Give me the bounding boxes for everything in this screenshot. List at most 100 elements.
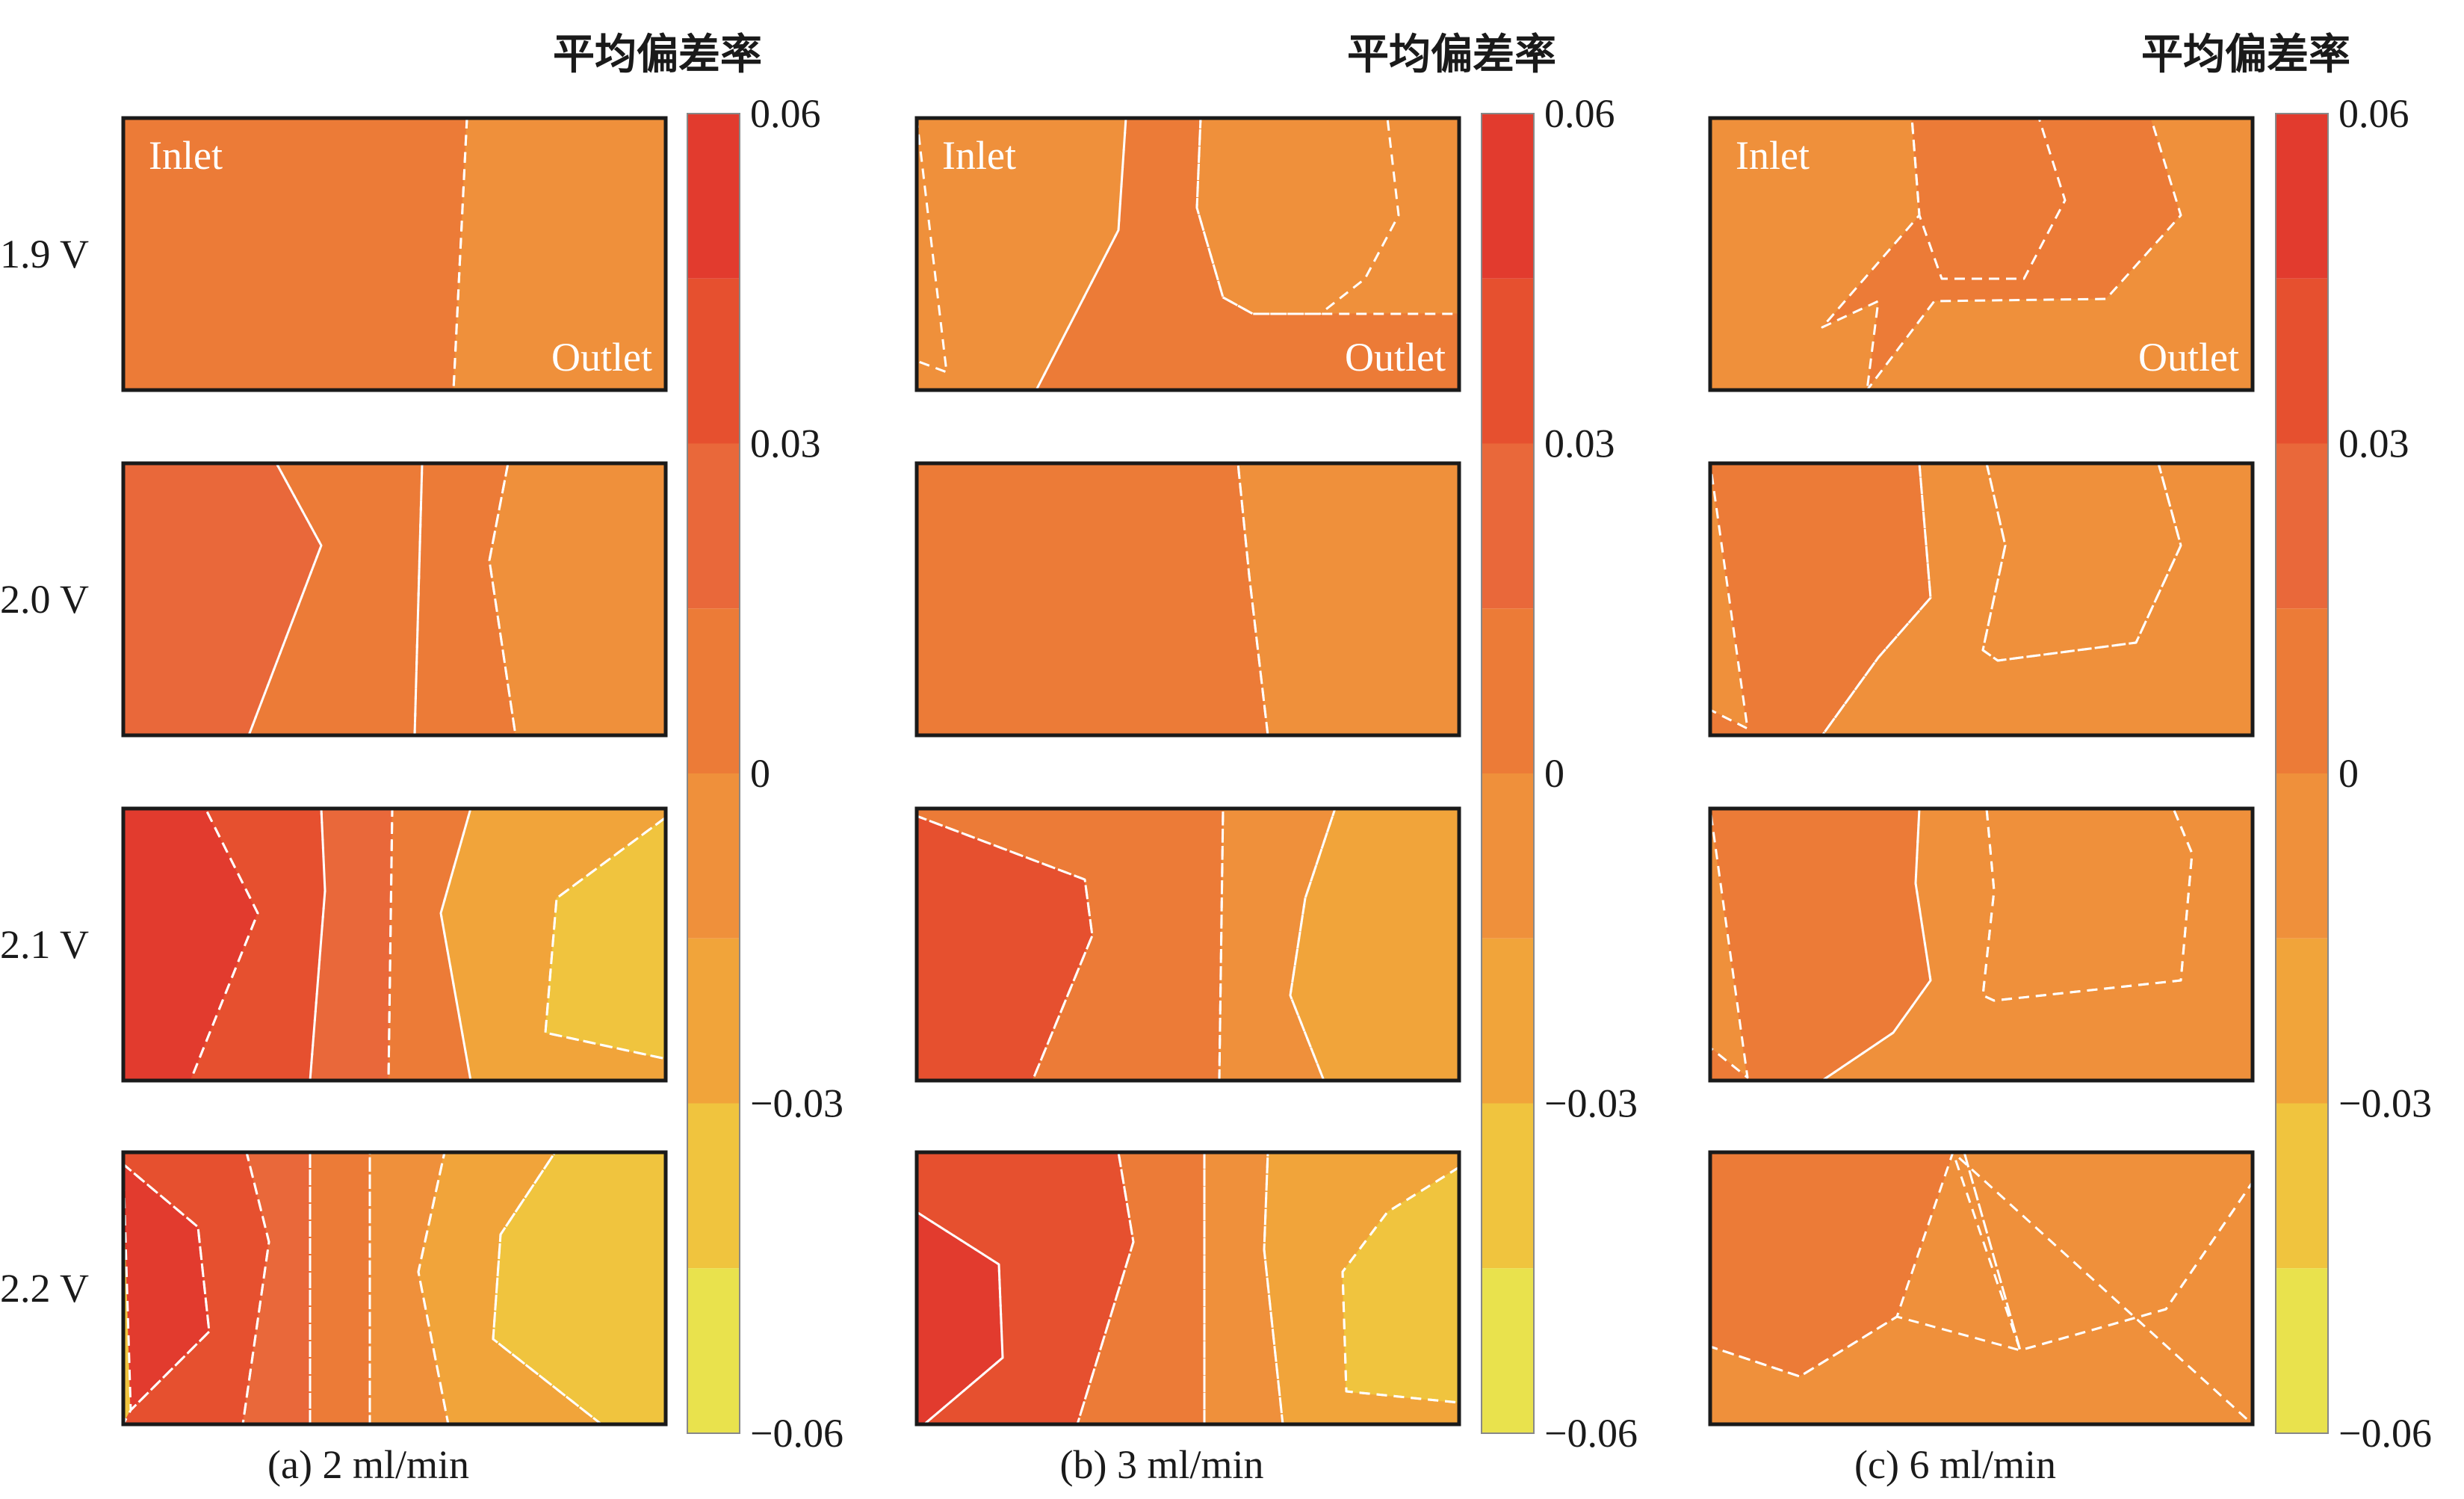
panel-3mlmin-22 [914,1150,1461,1427]
colorbar-level [2276,278,2328,444]
colorbar-tick-label: 0.03 [1544,421,1615,466]
colorbar-frame [1481,113,1535,1434]
contour-boundary [1981,809,2194,1002]
colorbar-level [1482,1268,1534,1433]
panel-field [123,118,666,390]
colorbar-level [2276,773,2328,939]
row-labels: 1.9 V 2.0 V 2.1 V 2.2 V [0,232,89,1311]
captions: (a) 2 ml/min (b) 3 ml/min (c) 6 ml/min [267,1442,2056,1487]
colorbar-level [1482,443,1534,609]
colorbar-1: 0.06 0.03 0 −0.03 −0.06 平均偏差率 [553,31,843,1456]
inlet-label: Inlet [149,133,223,178]
colorbar-level [687,443,740,609]
panel-field [123,809,666,1081]
panel-field [917,463,1459,735]
row-label: 2.2 V [0,1266,89,1311]
panel-2mlmin-19: Inlet Outlet [121,116,668,392]
contour-zone [1952,1152,2253,1351]
colorbar-tick-label: 0 [750,751,770,796]
panel-3mlmin-19: Inlet Outlet [914,116,1461,392]
panel-frame [1708,116,2255,392]
contour-boundary [1981,463,2182,662]
panel-caption: (b) 3 ml/min [1060,1442,1264,1487]
panel-6mlmin-22 [1708,1150,2255,1427]
colorbar-level [1482,938,1534,1104]
contour-boundary [1236,463,1459,735]
contour-boundary [241,1152,312,1424]
colorbar-level [2276,938,2328,1104]
row-label: 2.1 V [0,922,89,967]
row-label: 1.9 V [0,232,89,276]
contour-boundary [452,118,666,390]
row-label: 2.0 V [0,577,89,622]
colorbar-level [687,278,740,444]
panel-3mlmin-20 [914,461,1461,738]
colorbar-tick-label: −0.03 [1544,1081,1638,1126]
panel-3mlmin-21 [914,806,1461,1083]
panel-frame [121,116,668,392]
panel-field [123,463,666,735]
colorbar-level [2276,1103,2328,1269]
panel-caption: (a) 2 ml/min [267,1442,469,1487]
inlet-label: Inlet [1736,133,1810,178]
colorbar-level [1482,773,1534,939]
colorbar-title: 平均偏差率 [2141,31,2350,79]
panel-frame [1708,806,2255,1083]
colorbar-title: 平均偏差率 [1347,31,1556,79]
panel-frame [1708,1150,2255,1427]
colorbar-level [687,1268,740,1433]
colorbar-level [1482,114,1534,279]
contour-boundary [309,1152,371,1424]
colorbar-level [2276,608,2328,773]
outlet-label: Outlet [551,335,652,380]
panel-2mlmin-21 [121,806,668,1083]
colorbar-tick-label: 0.03 [750,421,821,466]
panel-frame [914,806,1461,1083]
colorbar-title: 平均偏差率 [553,31,762,79]
contour-boundary [1866,118,2253,390]
colorbar-frame [2275,113,2329,1434]
colorbar-level [687,114,740,279]
panel-6mlmin-20 [1708,461,2255,738]
panel-frame [121,806,668,1083]
panel-frame [914,1150,1461,1427]
colorbar-level [1482,1103,1534,1269]
colorbar-level [687,938,740,1104]
contour-zone [489,463,666,735]
contour-boundary [1195,118,1400,315]
colorbar-tick-label: −0.06 [1544,1411,1638,1456]
contour-boundary [1821,463,2253,735]
colorbar-tick-label: −0.03 [750,1081,843,1126]
contour-zone [309,1152,371,1424]
contour-zone [917,463,1269,735]
inlet-label: Inlet [942,133,1016,178]
panel-6mlmin-19: Inlet Outlet [1708,116,2255,392]
panel-frame [914,461,1461,738]
panel-6mlmin-21 [1708,806,2255,1083]
colorbar-level [2276,1268,2328,1433]
contour-boundary [544,816,666,1060]
contour-boundary [492,1152,666,1424]
colorbar-2: 0.06 0.03 0 −0.03 −0.06 平均偏差率 [1347,31,1638,1456]
panel-field [1710,118,2253,390]
colorbar-tick-label: −0.03 [2338,1081,2432,1126]
colorbar-level [1482,608,1534,773]
panel-caption: (c) 6 ml/min [1854,1442,2056,1487]
contour-boundary [1710,1152,1954,1378]
colorbar-level [2276,443,2328,609]
contour-boundary [123,1163,211,1412]
contour-zone [1982,809,2193,1001]
panel-2mlmin-22 [121,1150,668,1427]
contour-zone [1237,463,1459,735]
colorbar-tick-label: 0.06 [1544,91,1615,136]
colorbar-tick-label: 0 [2338,751,2359,796]
colorbar-level [1482,278,1534,444]
colorbar-frame [687,113,740,1434]
outlet-label: Outlet [1345,335,1446,380]
panel-2mlmin-20 [121,461,668,738]
panel-frame [914,116,1461,392]
outlet-label: Outlet [2138,335,2239,380]
colorbar-level [687,608,740,773]
contour-boundary [1035,118,1459,390]
